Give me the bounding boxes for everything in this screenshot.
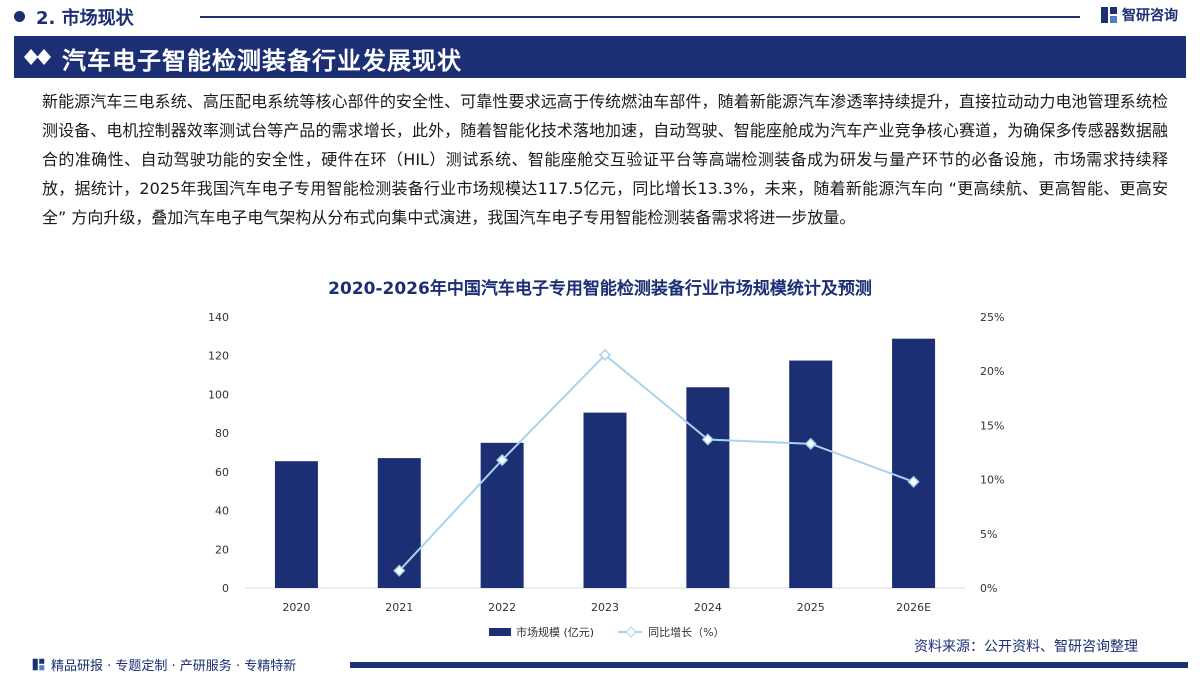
footer-logo-icon <box>32 658 45 671</box>
legend-bar-label: 市场规模 (亿元) <box>516 626 595 639</box>
growth-point-2022 <box>496 454 509 467</box>
data-source: 资料来源：公开资料、智研咨询整理 <box>914 639 1138 655</box>
y-right-tick-label: 10% <box>980 474 1004 487</box>
footer: 精品研报 · 专题定制 · 产研服务 · 专精特新 <box>32 655 296 674</box>
y-left-tick-label: 20 <box>215 543 229 556</box>
growth-point-2026E <box>907 475 920 488</box>
y-right-tick-label: 25% <box>980 311 1004 324</box>
x-tick-label: 2025 <box>797 601 825 614</box>
y-left-tick-label: 0 <box>222 582 229 595</box>
section-bullet-icon <box>14 11 25 22</box>
section-title: 2. 市场现状 <box>36 8 134 29</box>
y-right-tick-label: 15% <box>980 419 1004 432</box>
diamond-bullet-icon <box>24 49 51 65</box>
y-left-tick-label: 40 <box>215 505 229 518</box>
x-tick-label: 2024 <box>694 601 722 614</box>
growth-line <box>398 353 914 572</box>
legend-bar-swatch <box>489 628 511 636</box>
y-left-tick-label: 140 <box>208 311 229 324</box>
bar-2024 <box>686 387 730 588</box>
bar-2020 <box>274 461 318 588</box>
growth-point-2023 <box>598 348 612 362</box>
x-tick-label: 2023 <box>591 601 619 614</box>
y-right-tick-label: 0% <box>980 582 997 595</box>
bar-2025 <box>789 360 833 588</box>
y-right-tick-label: 20% <box>980 365 1004 378</box>
y-left-tick-label: 100 <box>208 388 229 401</box>
x-tick-label: 2026E <box>896 601 931 614</box>
bar-2022 <box>480 442 524 588</box>
header-divider <box>200 16 1080 18</box>
chart-legend: 市场规模 (亿元) 同比增长（%） <box>489 624 725 640</box>
growth-point-2025 <box>804 437 817 450</box>
legend-line-swatch <box>618 631 643 633</box>
brand-logo-icon <box>1101 7 1117 23</box>
chart-title: 2020-2026年中国汽车电子专用智能检测装备行业市场规模统计及预测 <box>328 279 872 299</box>
bar-2026E <box>892 338 936 588</box>
y-left-tick-label: 120 <box>208 350 229 363</box>
y-left-tick-label: 80 <box>215 427 229 440</box>
title-banner: 汽车电子智能检测装备行业发展现状 <box>14 36 1186 78</box>
intro-paragraph: 新能源汽车三电系统、高压配电系统等核心部件的安全性、可靠性要求远高于传统燃油车部… <box>42 92 1168 227</box>
footer-slogan: 精品研报 · 专题定制 · 产研服务 · 专精特新 <box>51 659 297 674</box>
x-tick-label: 2021 <box>385 601 413 614</box>
top-bar: 2. 市场现状 智研咨询 <box>0 0 1200 34</box>
brand: 智研咨询 <box>1100 5 1178 25</box>
footer-bar <box>350 662 1188 668</box>
brand-name: 智研咨询 <box>1122 8 1178 24</box>
growth-point-2024 <box>701 433 714 446</box>
y-right-tick-label: 5% <box>980 528 997 541</box>
y-left-tick-label: 60 <box>215 466 229 479</box>
x-tick-label: 2022 <box>488 601 516 614</box>
bar-2023 <box>583 412 627 588</box>
legend-line-label: 同比增长（%） <box>648 626 725 639</box>
page-title: 汽车电子智能检测装备行业发展现状 <box>62 47 462 75</box>
market-size-chart: 0 20 40 60 80 100 120 140 0% 5% 10% 15% 20% 25% 2020 20… <box>208 311 1004 614</box>
growth-point-2021 <box>393 564 406 577</box>
x-tick-label: 2020 <box>282 601 310 614</box>
